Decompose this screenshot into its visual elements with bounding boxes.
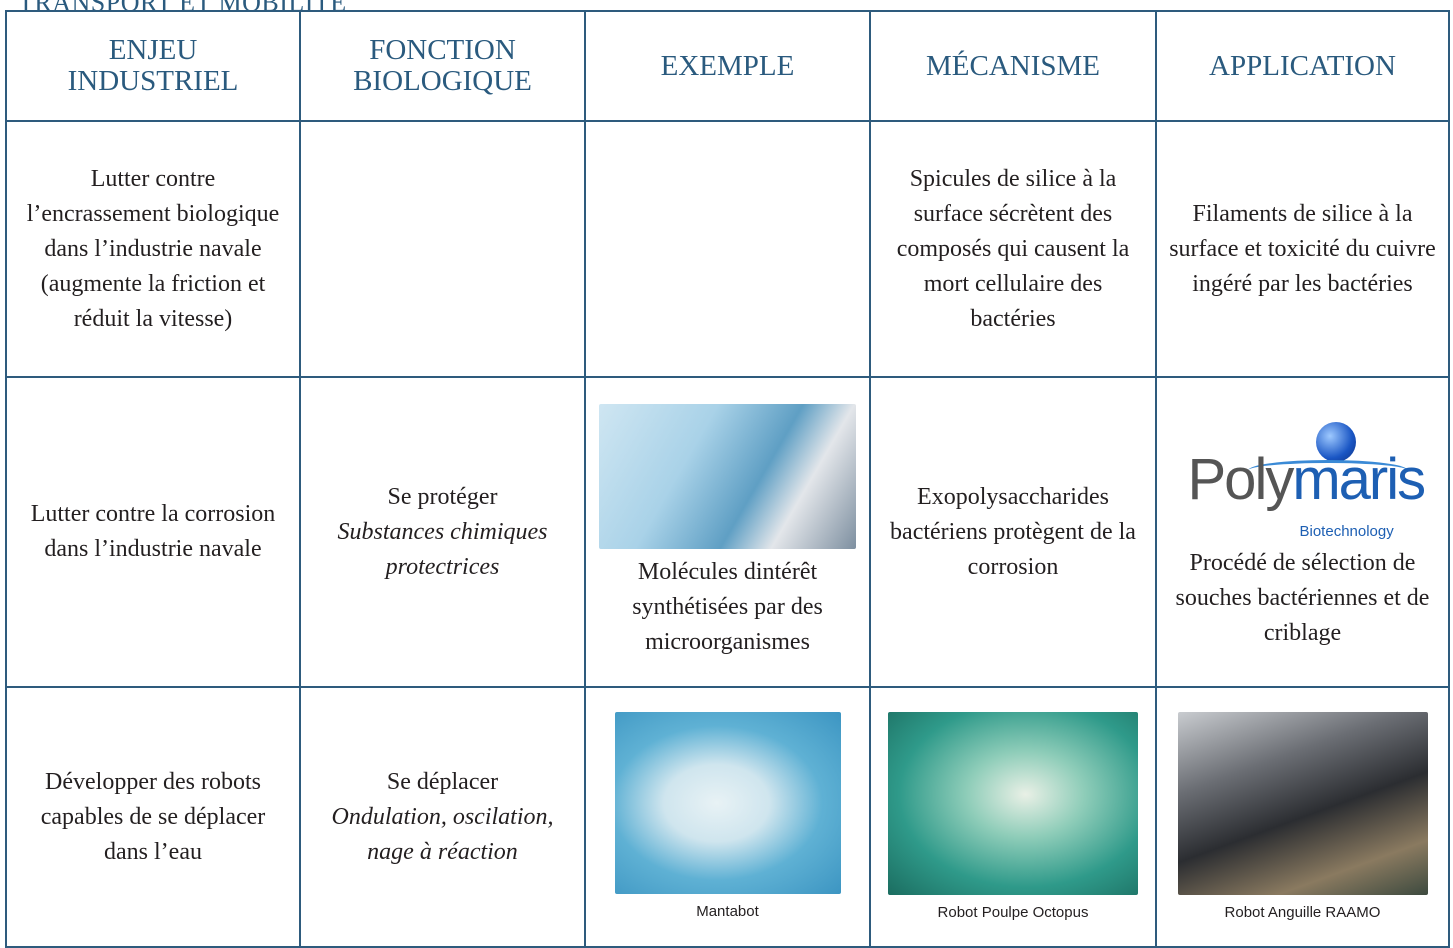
- table-row: Lutter contre la corrosion dans l’indust…: [5, 376, 1450, 688]
- cell-text: Lutter contre la corrosion dans l’indust…: [30, 501, 276, 562]
- column-header: MÉCANISME: [869, 10, 1157, 122]
- column-header: FONCTION BIOLOGIQUE: [299, 10, 586, 122]
- table-cell: Polymaris Biotechnology Procédé de sélecti…: [1155, 376, 1450, 688]
- logo-sub: Biotechnology: [1299, 522, 1394, 540]
- logo-wave: [1247, 459, 1408, 481]
- photo: [614, 712, 841, 894]
- table-cell: Robot Poulpe Octopus: [869, 686, 1157, 948]
- cell-italic: Ondulation, oscilation, nage à réaction: [331, 803, 554, 865]
- table-row: Lutter contre l’encrassement biologique …: [5, 120, 1450, 378]
- cell-text: Lutter contre l’encrassement biologique …: [26, 165, 280, 332]
- photo-caption: Robot Poulpe Octopus: [937, 903, 1089, 921]
- table-cell: Lutter contre la corrosion dans l’indust…: [5, 376, 301, 688]
- table-cell: [299, 120, 586, 378]
- table-cell: Lutter contre l’encrassement biologique …: [5, 120, 301, 378]
- table-cell: Développer des robots capables de se dép…: [5, 686, 301, 948]
- cell-text: Filaments de silice à la surface et toxi…: [1169, 200, 1436, 297]
- photo-caption: Mantabot: [696, 903, 759, 920]
- cell-italic: Substances chimiques protectrices: [337, 518, 548, 580]
- table-cell: [584, 120, 871, 378]
- cell-text: Exopolysaccharides bactériens protègent …: [890, 483, 1136, 580]
- cell-text: Se protéger: [387, 483, 498, 510]
- table: ENJEU INDUSTRIEL FONCTION BIOLOGIQUE EXEMP…: [5, 10, 1450, 948]
- logo-ball: [1315, 421, 1356, 462]
- photo: [599, 404, 856, 549]
- logo-text: Poly: [1187, 446, 1295, 512]
- table-cell: Mantabot: [584, 686, 871, 948]
- table-cell: Se déplacer Ondulation, oscilation, nage …: [299, 686, 586, 948]
- logo-name: Polymaris: [1188, 450, 1427, 508]
- column-header: EXEMPLE: [584, 10, 871, 122]
- logo-text: maris: [1292, 446, 1426, 512]
- photo: [888, 711, 1138, 895]
- table-cell: Spicules de silice à la surface sécrèten…: [869, 120, 1157, 378]
- column-header: APPLICATION: [1155, 10, 1450, 122]
- photo-caption: Robot Anguille RAAMO: [1224, 903, 1381, 921]
- cell-text: Se déplacer: [386, 768, 499, 795]
- logo: Polymaris Biotechnology: [1188, 414, 1426, 540]
- header-row: ENJEU INDUSTRIEL FONCTION BIOLOGIQUE EXEMP…: [5, 10, 1450, 122]
- cell-text: Développer des robots capables de se dép…: [40, 768, 266, 865]
- cell-text: Procédé de sélection de souches bactérie…: [1175, 549, 1430, 646]
- table-row: Développer des robots capables de se dép…: [5, 686, 1450, 948]
- table-cell: Robot Anguille RAAMO: [1155, 686, 1450, 948]
- column-header: ENJEU INDUSTRIEL: [5, 10, 301, 122]
- table-cell: Molécules dintérêt synthétisées par des …: [584, 376, 871, 688]
- photo: [1177, 711, 1428, 895]
- table-cell: Exopolysaccharides bactériens protègent …: [869, 376, 1157, 688]
- cell-text: Molécules dintérêt synthétisées par des …: [632, 559, 823, 655]
- table-cell: Se protéger Substances chimiques protectr…: [299, 376, 586, 688]
- table-body: Lutter contre l’encrassement biologique …: [5, 120, 1450, 948]
- cell-text: Spicules de silice à la surface sécrèten…: [896, 165, 1130, 332]
- table-cell: Filaments de silice à la surface et toxi…: [1155, 120, 1450, 378]
